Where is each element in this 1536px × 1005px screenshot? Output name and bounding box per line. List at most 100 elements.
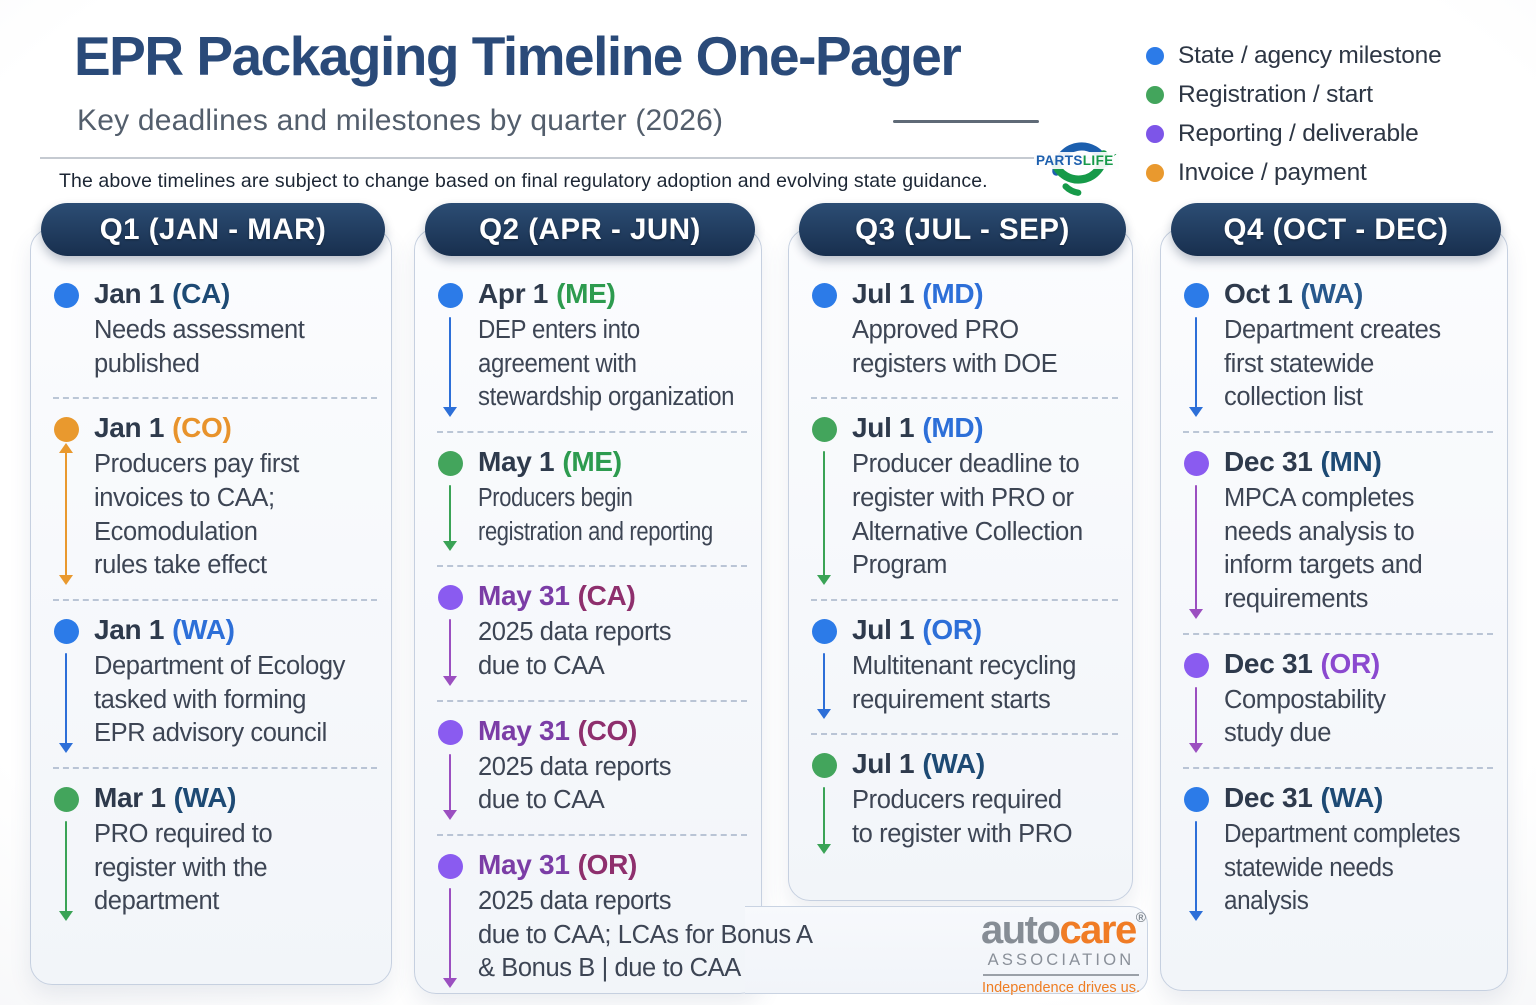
quarter-header-label: Q3 (JUL - SEP)	[855, 212, 1070, 246]
timeline-item-rail	[1183, 446, 1209, 617]
category-dot	[53, 417, 79, 443]
category-dot	[437, 853, 463, 879]
down-arrow-icon	[822, 451, 826, 577]
timeline-item-content: May 1 (ME) Producers begin registration an…	[478, 446, 747, 549]
item-state-code: (OR)	[1320, 647, 1381, 679]
item-title: Jul 1 (MD)	[852, 412, 1118, 444]
legend-item-label: State / agency milestone	[1178, 41, 1442, 69]
legend-item: Reporting / deliverable	[1146, 114, 1442, 153]
down-arrow-icon	[448, 619, 452, 678]
item-title: Jan 1 (CA)	[94, 278, 377, 310]
category-dot	[437, 585, 463, 611]
item-date: Apr 1	[478, 278, 549, 309]
timeline-item: Jan 1 (CO) Producers pay first invoices to…	[53, 397, 377, 599]
timeline-item-rail	[53, 782, 79, 919]
item-title: Jul 1 (OR)	[852, 614, 1118, 646]
page-subtitle: Key deadlines and milestones by quarter …	[77, 104, 724, 137]
timeline-item: Jul 1 (MD) Approved PRO registers with DOE	[811, 265, 1118, 397]
category-dot	[1183, 450, 1209, 476]
timeline-item-content: Jul 1 (OR) Multitenant recycling requireme…	[852, 614, 1118, 717]
down-arrow-icon	[448, 317, 452, 409]
timeline-item: Jan 1 (WA) Department of Ecology tasked wi…	[53, 598, 377, 767]
item-description: Multitenant recycling requirement starts	[852, 651, 1077, 714]
timeline-item-rail	[811, 278, 837, 381]
autocare-association-text: ASSOCIATION	[987, 951, 1135, 969]
item-state-code: (OR)	[577, 848, 638, 880]
category-dot	[1183, 786, 1209, 812]
legend-item-label: Reporting / deliverable	[1178, 119, 1419, 147]
item-date: May 31	[478, 714, 570, 746]
quarter-items: Oct 1 (WA) Department creates first statew…	[1161, 229, 1507, 935]
item-state-code: (WA)	[173, 781, 237, 813]
timeline-item-content: Jul 1 (MD) Producer deadline to register w…	[852, 412, 1118, 583]
subtitle-dash-line	[893, 120, 1039, 123]
timeline-item-content: Jan 1 (WA) Department of Ecology tasked wi…	[94, 614, 377, 751]
timeline-item: May 1 (ME) Producers begin registration an…	[437, 430, 747, 565]
category-dot	[53, 618, 79, 644]
timeline-item-content: Jan 1 (CA) Needs assessment published	[94, 278, 377, 381]
item-title: Mar 1 (WA)	[94, 782, 377, 814]
autocare-association-logo: autocare® ASSOCIATION Independence drive…	[981, 910, 1146, 996]
item-title: May 31 (CA)	[478, 580, 747, 612]
item-title: Dec 31 (MN)	[1224, 446, 1493, 478]
item-date: Mar 1	[94, 781, 166, 813]
down-arrow-icon	[64, 820, 68, 913]
q2-overflow-panel	[745, 906, 1148, 994]
timeline-item: Jul 1 (OR) Multitenant recycling requireme…	[811, 598, 1118, 733]
quarter-card-q1: Q1 (JAN - MAR) Jan 1 (CA) Needs assessment…	[30, 203, 392, 985]
item-description: Approved PRO registers with DOE	[852, 316, 1058, 378]
down-arrow-icon	[1194, 686, 1198, 745]
item-description: Producers pay first invoices to CAA; Eco…	[94, 450, 299, 580]
item-state-code: (CO)	[172, 412, 232, 444]
down-arrow-icon	[822, 652, 826, 712]
timeline-item-content: May 31 (CA) 2025 data reports due to CAA	[478, 580, 747, 683]
legend-item: Registration / start	[1146, 75, 1442, 114]
item-date: May 31	[478, 580, 570, 612]
item-state-code: (MD)	[922, 412, 984, 444]
timeline-item-rail	[811, 614, 837, 717]
quarter-header-label: Q4 (OCT - DEC)	[1223, 212, 1449, 246]
timeline-item-content: Dec 31 (WA) Department completes statewide…	[1224, 782, 1493, 919]
down-arrow-icon	[1194, 484, 1198, 611]
item-description: Producers begin registration and reporti…	[478, 483, 713, 546]
item-state-code: (WA)	[172, 613, 235, 645]
item-state-code: (MN)	[1320, 445, 1382, 477]
item-date: Jul 1	[852, 613, 915, 645]
item-state-code: (ME)	[562, 445, 622, 477]
item-description: Department completes statewide needs ana…	[1224, 819, 1461, 916]
item-title: May 1 (ME)	[478, 446, 747, 478]
legend-item-label: Invoice / payment	[1178, 158, 1367, 186]
item-date: Jan 1	[94, 613, 165, 645]
down-arrow-icon	[1194, 317, 1198, 409]
item-state-code: (CA)	[577, 580, 636, 612]
timeline-item-content: Jul 1 (MD) Approved PRO registers with DOE	[852, 278, 1118, 381]
legend: State / agency milestone Registration / s…	[1146, 36, 1442, 192]
category-dot	[811, 753, 837, 779]
down-arrow-icon	[448, 887, 452, 980]
timeline-item-rail	[811, 412, 837, 583]
category-dot	[811, 618, 837, 644]
timeline-item: Jul 1 (MD) Producer deadline to register w…	[811, 397, 1118, 599]
category-dot	[53, 786, 79, 812]
quarter-items: Jul 1 (MD) Approved PRO registers with DOE…	[789, 229, 1132, 868]
legend-category-dot	[1146, 163, 1164, 182]
timeline-item-rail	[437, 849, 463, 986]
quarter-header-label: Q2 (APR - JUN)	[479, 212, 701, 246]
legend-item: State / agency milestone	[1146, 36, 1442, 75]
category-dot	[437, 283, 463, 308]
category-dot	[1183, 652, 1209, 678]
category-dot	[1183, 283, 1209, 308]
down-arrow-icon	[448, 753, 452, 812]
timeline-item-content: Apr 1 (ME) DEP enters into agreement with …	[478, 278, 747, 415]
item-title: Apr 1 (ME)	[478, 278, 747, 310]
item-description: 2025 data reports due to CAA	[478, 752, 672, 815]
item-state-code: (WA)	[1300, 278, 1364, 309]
quarter-header: Q1 (JAN - MAR)	[41, 203, 385, 256]
item-state-code: (WA)	[1320, 781, 1384, 813]
category-dot	[811, 417, 837, 443]
item-date: Jul 1	[852, 278, 915, 309]
timeline-item-rail	[1183, 648, 1209, 751]
timeline-item: Dec 31 (OR) Compostability study due	[1183, 632, 1493, 767]
category-dot	[437, 719, 463, 745]
item-title: Jan 1 (CO)	[94, 412, 377, 444]
